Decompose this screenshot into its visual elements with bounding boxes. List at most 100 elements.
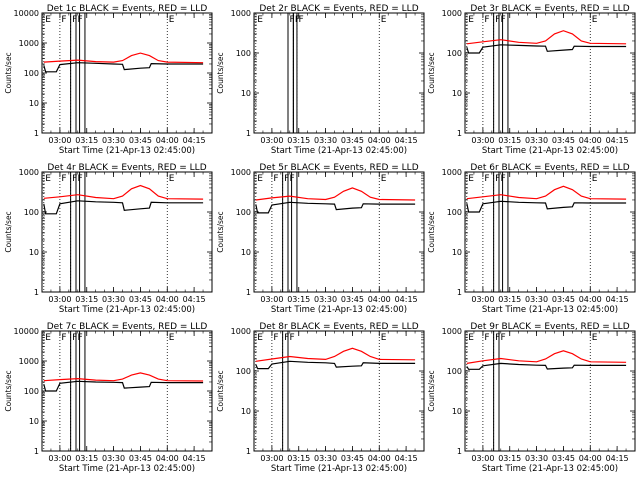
event-marker-label: E bbox=[592, 333, 598, 343]
panel-4: Det 4r BLACK = Events, RED = LLD 1 10 100 10… bbox=[4, 163, 213, 315]
data-gap-band bbox=[493, 12, 500, 134]
event-marker-label: F bbox=[495, 15, 500, 25]
x-tick-label: 03:15 bbox=[498, 454, 521, 463]
event-marker-label: F bbox=[273, 333, 278, 343]
x-tick-label: 03:45 bbox=[552, 136, 575, 145]
y-tick-label: 1 bbox=[246, 447, 251, 456]
x-tick-label: 04:00 bbox=[579, 136, 602, 145]
x-tick-label: 03:45 bbox=[552, 454, 575, 463]
x-tick-label: 03:30 bbox=[314, 454, 337, 463]
x-tick-label: 04:00 bbox=[368, 295, 391, 304]
series-line-events bbox=[43, 200, 204, 215]
y-axis-label: Counts/sec bbox=[4, 211, 13, 252]
y-tick-label: 10 bbox=[452, 407, 462, 416]
event-marker-label: F bbox=[501, 333, 506, 343]
event-marker-label: E bbox=[468, 15, 474, 25]
data-gap-band bbox=[502, 12, 509, 134]
data-gap-band bbox=[282, 171, 289, 293]
x-tick-label: 04:15 bbox=[606, 136, 629, 145]
series-line-lld bbox=[255, 347, 416, 362]
series-line-events bbox=[466, 200, 627, 213]
event-marker-label: F bbox=[484, 174, 489, 184]
event-marker-label: F bbox=[501, 174, 506, 184]
event-marker-label: E bbox=[257, 333, 263, 343]
y-tick-label: 1000 bbox=[231, 327, 251, 336]
x-axis-label: Start Time (21-Apr-13 02:45:00) bbox=[482, 146, 618, 156]
x-tick-label: 03:45 bbox=[341, 454, 364, 463]
y-tick-label: 100 bbox=[24, 387, 39, 396]
plot-frame bbox=[41, 330, 213, 452]
event-marker-label: F bbox=[495, 174, 500, 184]
x-tick-label: 04:15 bbox=[395, 454, 418, 463]
y-tick-label: 10 bbox=[241, 407, 251, 416]
x-tick-label: 03:00 bbox=[471, 295, 494, 304]
y-tick-label: 100 bbox=[236, 49, 251, 58]
plot-frame bbox=[253, 330, 425, 452]
y-tick-label: 1000 bbox=[442, 9, 462, 18]
y-tick-label: 100 bbox=[24, 208, 39, 217]
x-axis-label: Start Time (21-Apr-13 02:45:00) bbox=[271, 305, 407, 315]
data-gap-band bbox=[79, 12, 86, 134]
x-tick-label: 04:00 bbox=[368, 136, 391, 145]
x-tick-label: 03:00 bbox=[48, 295, 71, 304]
x-tick-label: 04:15 bbox=[395, 295, 418, 304]
series-line-events bbox=[43, 380, 204, 392]
data-gap-band bbox=[70, 330, 77, 452]
x-tick-label: 03:15 bbox=[287, 136, 310, 145]
y-axis-label: Counts/sec bbox=[427, 211, 436, 252]
event-marker-label: E bbox=[45, 15, 51, 25]
x-tick-label: 04:00 bbox=[579, 295, 602, 304]
panel-title: Det 4r BLACK = Events, RED = LLD bbox=[47, 163, 206, 173]
event-marker-label: F bbox=[284, 174, 289, 184]
x-axis-label: Start Time (21-Apr-13 02:45:00) bbox=[482, 464, 618, 474]
y-tick-label: 1000 bbox=[231, 168, 251, 177]
panel-8: Det 8r BLACK = Events, RED = LLD 1 10 100 10… bbox=[216, 322, 425, 474]
x-tick-label: 03:30 bbox=[314, 136, 337, 145]
data-gap-band bbox=[79, 171, 86, 293]
y-tick-label: 1000 bbox=[19, 39, 39, 48]
x-tick-label: 03:15 bbox=[75, 454, 98, 463]
x-tick-label: 03:15 bbox=[75, 295, 98, 304]
y-tick-label: 100 bbox=[24, 69, 39, 78]
event-marker-label: E bbox=[169, 333, 175, 343]
x-tick-label: 04:15 bbox=[395, 136, 418, 145]
event-marker-label: F bbox=[298, 15, 303, 25]
x-axis-label: Start Time (21-Apr-13 02:45:00) bbox=[482, 305, 618, 315]
event-marker-label: F bbox=[501, 15, 506, 25]
panel-title: Det 9r BLACK = Events, RED = LLD bbox=[470, 322, 629, 332]
y-tick-label: 1000 bbox=[19, 357, 39, 366]
x-axis-label: Start Time (21-Apr-13 02:45:00) bbox=[271, 464, 407, 474]
plot-frame bbox=[253, 12, 425, 134]
event-marker-label: F bbox=[72, 333, 77, 343]
y-tick-label: 100 bbox=[447, 208, 462, 217]
event-marker-label: E bbox=[169, 15, 175, 25]
x-tick-label: 03:00 bbox=[260, 136, 283, 145]
x-tick-label: 03:00 bbox=[260, 454, 283, 463]
panel-9: Det 9r BLACK = Events, RED = LLD 1 10 100 10… bbox=[427, 322, 636, 474]
event-marker-label: F bbox=[495, 333, 500, 343]
data-gap-band bbox=[70, 171, 77, 293]
event-marker-label: E bbox=[468, 174, 474, 184]
event-marker-label: F bbox=[72, 174, 77, 184]
event-marker-label: F bbox=[284, 333, 289, 343]
y-axis-label: Counts/sec bbox=[427, 52, 436, 93]
y-tick-label: 10 bbox=[29, 248, 39, 257]
x-tick-label: 03:15 bbox=[75, 136, 98, 145]
panel-3: Det 3r BLACK = Events, RED = LLD 1 10 100 10… bbox=[427, 4, 636, 156]
y-tick-label: 1 bbox=[34, 447, 39, 456]
y-tick-label: 1 bbox=[457, 129, 462, 138]
x-tick-label: 03:00 bbox=[471, 454, 494, 463]
y-tick-label: 1000 bbox=[442, 168, 462, 177]
event-marker-label: E bbox=[592, 174, 598, 184]
event-marker-label: E bbox=[257, 174, 263, 184]
event-marker-label: E bbox=[381, 174, 387, 184]
series-line-events bbox=[255, 360, 416, 370]
x-axis-label: Start Time (21-Apr-13 02:45:00) bbox=[271, 146, 407, 156]
x-tick-label: 03:30 bbox=[102, 454, 125, 463]
x-axis-label: Start Time (21-Apr-13 02:45:00) bbox=[59, 146, 195, 156]
y-axis-label: Counts/sec bbox=[4, 370, 13, 411]
series-line-lld bbox=[255, 187, 416, 201]
event-marker-label: E bbox=[257, 15, 263, 25]
series-line-events bbox=[255, 201, 416, 214]
event-marker-label: E bbox=[381, 15, 387, 25]
